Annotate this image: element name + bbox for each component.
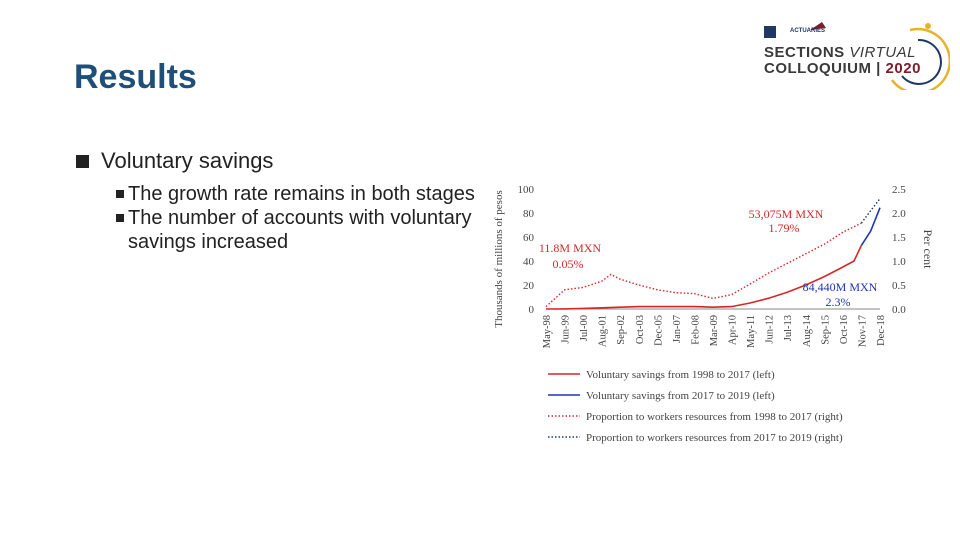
- y-tick-label: 60: [523, 232, 535, 244]
- x-tick-label: Aug-01: [598, 315, 609, 347]
- x-tick-label: Mar-09: [709, 315, 720, 346]
- sub-bullet-icon: [116, 190, 124, 198]
- logo-line-1: SECTIONS VIRTUAL: [764, 44, 916, 61]
- y2-axis-label: Per cent: [921, 230, 935, 270]
- x-tick-label: Apr-10: [728, 315, 739, 345]
- y-tick-label: 40: [523, 256, 535, 268]
- y2-tick-label: 1.5: [892, 232, 906, 244]
- y2-tick-label: 2.0: [892, 208, 906, 220]
- y-tick-label: 80: [523, 208, 535, 220]
- x-tick-label: Oct-03: [635, 315, 646, 344]
- globe-orbit-icon: [764, 22, 950, 90]
- slide-title: Results: [74, 58, 197, 96]
- annotation-label: 0.05%: [553, 257, 584, 271]
- bullet-square-icon: [76, 154, 89, 168]
- logo-org: ACTUARIES: [790, 28, 826, 34]
- sub-bullet: The growth rate remains in both stages: [76, 182, 496, 206]
- y2-tick-label: 0.5: [892, 280, 906, 292]
- x-tick-label: Jun-12: [765, 315, 776, 344]
- legend-entry: Proportion to workers resources from 199…: [586, 411, 843, 423]
- y-tick-label: 100: [518, 184, 535, 196]
- colloquium-logo: ACTUARIES SECTIONS VIRTUAL COLLOQUIUM | …: [760, 18, 950, 90]
- annotation-label: 2.3%: [826, 295, 851, 309]
- y2-tick-label: 0.0: [892, 304, 906, 316]
- x-tick-label: Dec-05: [653, 315, 664, 346]
- bullet-main: Voluntary savings: [76, 148, 496, 174]
- y-tick-label: 20: [523, 280, 535, 292]
- sub-bullet: The number of accounts with voluntary sa…: [76, 206, 496, 254]
- y-tick-label: 0: [529, 304, 535, 316]
- annotation-label: 84,440M MXN: [803, 280, 878, 294]
- y2-tick-label: 1.0: [892, 256, 906, 268]
- legend-entry: Proportion to workers resources from 201…: [586, 432, 843, 444]
- series-line-0: [545, 245, 863, 310]
- y2-tick-label: 2.5: [892, 184, 906, 196]
- y-axis-label: Thousands of millions of pesos: [493, 190, 505, 328]
- x-tick-label: Jul-13: [783, 315, 794, 341]
- sub-bullet-icon: [116, 214, 124, 222]
- legend-entry: Voluntary savings from 1998 to 2017 (lef…: [586, 369, 775, 381]
- series-line-1: [860, 207, 881, 246]
- x-tick-label: Aug-14: [802, 314, 813, 347]
- x-tick-label: Sep-15: [820, 315, 831, 345]
- bullet-list: Voluntary savings The growth rate remain…: [76, 148, 496, 254]
- x-tick-label: Jan-07: [672, 315, 683, 343]
- x-tick-label: May-11: [746, 315, 757, 348]
- x-tick-label: May-98: [542, 315, 553, 348]
- logo-line-2: COLLOQUIUM | 2020: [764, 60, 921, 77]
- x-tick-label: Nov-17: [857, 315, 868, 347]
- series-line-3: [860, 198, 881, 224]
- x-tick-label: Jul-00: [579, 315, 590, 341]
- x-tick-label: Dec-18: [876, 315, 887, 346]
- annotation-label: 1.79%: [769, 221, 800, 235]
- series-line-2: [545, 222, 862, 308]
- annotation-label: 53,075M MXN: [749, 207, 824, 221]
- x-tick-label: Jun-99: [561, 315, 572, 344]
- savings-chart: 0 20 40 60 80 100 0.0 0.5 1.0 1.5 2.0 2.5 Thousands …: [493, 184, 935, 444]
- x-tick-label: Sep-02: [616, 315, 627, 345]
- legend-entry: Voluntary savings from 2017 to 2019 (lef…: [586, 390, 775, 402]
- x-tick-label: Feb-08: [690, 315, 701, 345]
- annotation-label: 11.8M MXN: [539, 241, 602, 255]
- x-tick-label: Oct-16: [839, 315, 850, 344]
